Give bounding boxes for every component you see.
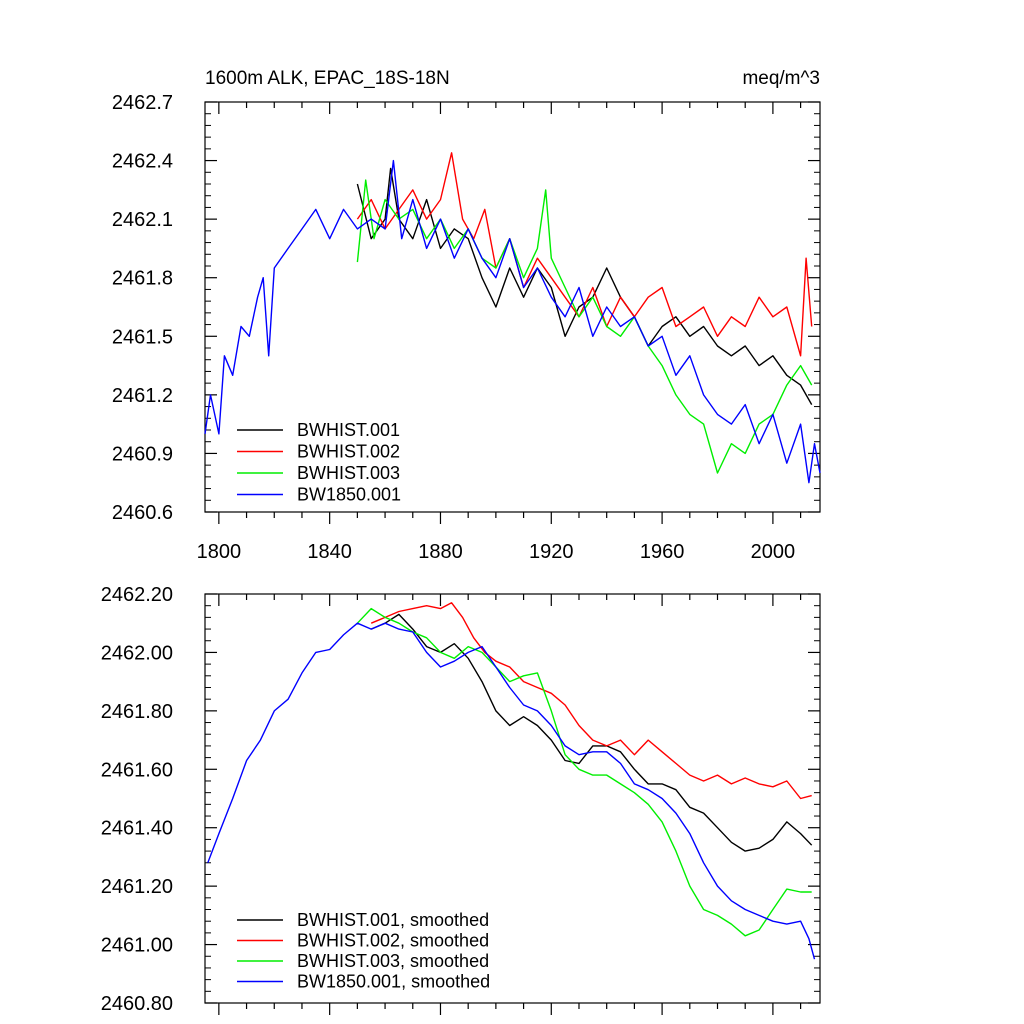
y-tick-label: 2461.8 [112,268,173,290]
x-tick-label: 1960 [640,541,685,563]
units-label: meq/m^3 [742,68,820,89]
legend-label: BWHIST.002 [297,442,400,462]
y-tick-label: 2461.40 [101,818,173,840]
bottom-panel: 2460.80 2461.00 2461.20 2461.40 2461.60 2461.… [101,584,821,1015]
legend-label: BW1850.001, smoothed [297,972,490,992]
y-tick-label: 2461.5 [112,326,173,348]
y-tick-label: 2460.9 [112,443,173,465]
legend-label: BWHIST.003, smoothed [297,951,489,971]
y-tick-label: 2461.2 [112,385,173,407]
x-tick-label: 1920 [529,541,574,563]
series-line [370,613,813,852]
legend-label: BWHIST.003 [297,463,400,483]
legend-label: BWHIST.001 [297,420,400,440]
series-line [207,622,816,960]
series-line [356,179,813,474]
y-tick-label: 2461.80 [101,701,173,723]
series-line [356,167,813,405]
y-tick-label: 2462.7 [112,92,173,114]
y-tick-label: 2462.20 [101,584,173,606]
series-line [356,607,812,937]
y-tick-label: 2462.1 [112,209,173,231]
y-tick-label: 2462.4 [112,151,173,173]
plot-frame [204,593,821,1004]
y-tick-label: 2460.6 [112,502,173,524]
legend-label: BWHIST.002, smoothed [297,931,489,951]
series-line [370,602,812,800]
series-line [356,152,813,357]
x-tick-label: 1880 [418,541,463,563]
legend-label: BW1850.001 [297,485,401,505]
y-tick-label: 2461.00 [101,935,173,957]
x-tick-label: 1800 [197,541,242,563]
y-tick-label: 2462.00 [101,642,173,664]
series-line [204,159,821,484]
chart-title: 1600m ALK, EPAC_18S-18N [205,68,450,89]
y-tick-label: 2461.20 [101,876,173,898]
y-tick-label: 2460.80 [101,993,173,1015]
x-tick-label: 1840 [307,541,352,563]
plot-frame [204,101,821,513]
x-tick-label: 2000 [751,541,796,563]
top-panel: 2460.6 2460.9 2461.2 2461.5 2461.8 2462.1 2462… [112,68,821,563]
y-tick-label: 2461.60 [101,759,173,781]
legend-label: BWHIST.001, smoothed [297,910,489,930]
